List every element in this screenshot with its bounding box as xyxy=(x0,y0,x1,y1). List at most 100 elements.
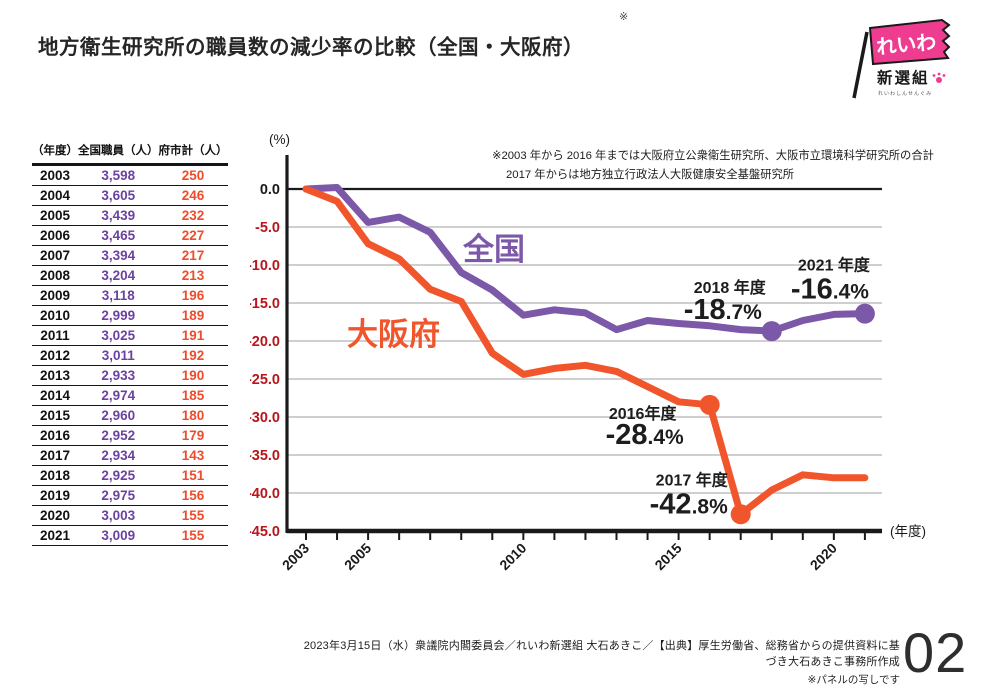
national-staff-cell: 3,439 xyxy=(101,207,136,223)
table-row: 2006 3,465 227 xyxy=(32,226,228,246)
reiwa-shinsengumi-logo: れいわ 新選組 れいわしんせんぐみ xyxy=(852,18,951,99)
year-cell: 2010 xyxy=(39,307,71,323)
year-cell: 2008 xyxy=(39,267,71,283)
y-tick-label: -10.0 xyxy=(250,258,280,274)
data-point-marker-2016 xyxy=(699,394,720,415)
x-tick-label: 2010 xyxy=(496,540,529,573)
prefecture-total-cell: 246 xyxy=(181,187,205,203)
year-cell: 2013 xyxy=(39,367,71,383)
chart-note-line2: 2017 年からは地方独立行政法人大阪健康安全基盤研究所 xyxy=(506,167,794,181)
series-label-osaka: 大阪府 xyxy=(347,317,440,352)
prefecture-total-cell: 191 xyxy=(181,327,205,343)
y-tick-label: -15.0 xyxy=(250,296,280,312)
page-title: 地方衛生研究所の職員数の減少率の比較（全国・大阪府） xyxy=(38,36,584,59)
table-row: 2019 2,975 156 xyxy=(32,486,228,506)
table-row: 2007 3,394 217 xyxy=(32,246,228,266)
table-row: 2020 3,003 155 xyxy=(32,506,228,526)
annotation-year-label: 2021 年度 xyxy=(798,256,871,275)
year-cell: 2020 xyxy=(39,507,71,523)
table-row: 2011 3,025 191 xyxy=(32,326,228,346)
national-staff-cell: 3,605 xyxy=(101,187,136,203)
national-staff-cell: 3,025 xyxy=(101,327,136,343)
table-row: 2005 3,439 232 xyxy=(32,206,228,226)
prefecture-total-cell: 189 xyxy=(181,307,205,323)
table-row: 2003 3,598 250 xyxy=(32,165,228,186)
year-cell: 2017 xyxy=(39,447,71,463)
national-staff-cell: 2,934 xyxy=(101,447,136,463)
national-staff-cell: 3,598 xyxy=(101,167,136,183)
logo-sub-text: 新選組 xyxy=(877,68,930,87)
x-tick-label: 2003 xyxy=(279,540,312,573)
national-staff-cell: 2,933 xyxy=(101,367,136,383)
y-tick-label: -35.0 xyxy=(250,448,280,464)
table-header-row: （年度） 全国職員（人） 府市計（人） xyxy=(32,140,228,165)
col-header-prefecture-total: 府市計（人） xyxy=(158,145,228,157)
prefecture-total-cell: 156 xyxy=(181,487,205,503)
prefecture-total-cell: 143 xyxy=(181,447,205,463)
prefecture-total-cell: 155 xyxy=(181,527,205,543)
year-cell: 2019 xyxy=(39,487,71,503)
year-cell: 2021 xyxy=(39,527,71,543)
y-tick-label: -25.0 xyxy=(250,372,280,388)
chart-note-line1: ※2003 年から 2016 年までは大阪府立公衆衛生研究所、大阪市立環境科学研… xyxy=(492,148,934,162)
prefecture-total-cell: 185 xyxy=(181,387,205,403)
data-point-marker-2021 xyxy=(854,303,875,324)
data-point-marker-2018 xyxy=(761,321,782,342)
national-staff-cell: 3,465 xyxy=(101,227,136,243)
table-row: 2004 3,605 246 xyxy=(32,186,228,206)
year-cell: 2011 xyxy=(40,327,70,343)
national-staff-cell: 2,952 xyxy=(101,427,136,443)
national-staff-cell: 2,999 xyxy=(101,307,136,323)
footer-source-line: 2023年3月15日（水）衆議院内閣委員会／れいわ新選組 大石あきこ／【出典】厚… xyxy=(303,640,900,668)
flag-pole-icon xyxy=(852,31,869,99)
annotation-year-label: 2017 年度 xyxy=(656,470,729,489)
y-tick-label: -45.0 xyxy=(250,524,280,540)
prefecture-total-cell: 217 xyxy=(181,247,205,263)
x-unit-label: (年度) xyxy=(890,524,926,539)
x-tick-label: 2005 xyxy=(341,540,374,573)
decline-rate-line-chart: 0.0 -5.0 -10.0 -15.0 -20.0 -25.0 -30.0 -35.0 -40… xyxy=(250,132,934,573)
x-tick-label: 2020 xyxy=(807,540,840,573)
table-row: 2012 3,011 192 xyxy=(32,346,228,366)
prefecture-total-cell: 250 xyxy=(181,167,205,183)
prefecture-total-cell: 232 xyxy=(181,207,205,223)
annotation-value-label: -28.4% xyxy=(606,419,684,451)
prefecture-total-cell: 190 xyxy=(181,367,205,383)
prefecture-total-cell: 179 xyxy=(181,427,205,443)
year-cell: 2005 xyxy=(39,207,71,223)
y-tick-label: 0.0 xyxy=(260,182,280,198)
national-staff-cell: 2,974 xyxy=(101,387,136,403)
table-row: 2009 3,118 196 xyxy=(32,286,228,306)
flag-icon xyxy=(868,18,951,66)
national-staff-cell: 2,975 xyxy=(101,487,136,503)
title-note-mark: ※ xyxy=(619,11,629,23)
annotation-year-label: 2016年度 xyxy=(609,404,678,423)
table-row: 2013 2,933 190 xyxy=(32,366,228,386)
national-staff-cell: 3,011 xyxy=(101,347,135,363)
prefecture-total-cell: 155 xyxy=(181,507,205,523)
table-row: 2008 3,204 213 xyxy=(32,266,228,286)
table-row: 2016 2,952 179 xyxy=(32,426,228,446)
series-line-national xyxy=(302,184,869,335)
prefecture-total-cell: 192 xyxy=(181,347,205,363)
national-staff-cell: 3,003 xyxy=(101,507,136,523)
y-unit-label: (%) xyxy=(269,132,290,147)
year-cell: 2003 xyxy=(39,167,71,183)
y-tick-label: -40.0 xyxy=(250,486,280,502)
national-staff-cell: 2,925 xyxy=(101,467,136,483)
year-cell: 2016 xyxy=(39,427,71,443)
year-cell: 2004 xyxy=(39,187,71,203)
year-cell: 2012 xyxy=(39,347,71,363)
year-cell: 2015 xyxy=(39,407,71,423)
series-line-osaka xyxy=(302,185,869,518)
annotation-value-label: -18.7% xyxy=(684,294,762,326)
national-staff-cell: 3,118 xyxy=(101,287,135,303)
y-tick-label: -30.0 xyxy=(250,410,280,426)
col-header-year: （年度） xyxy=(32,145,78,157)
logo-small-text: れいわしんせんぐみ xyxy=(878,90,932,97)
prefecture-total-cell: 180 xyxy=(181,407,205,423)
data-point-marker-2017 xyxy=(730,504,751,525)
paw-icon xyxy=(932,72,946,83)
table-row: 2015 2,960 180 xyxy=(32,406,228,426)
year-cell: 2009 xyxy=(39,287,71,303)
